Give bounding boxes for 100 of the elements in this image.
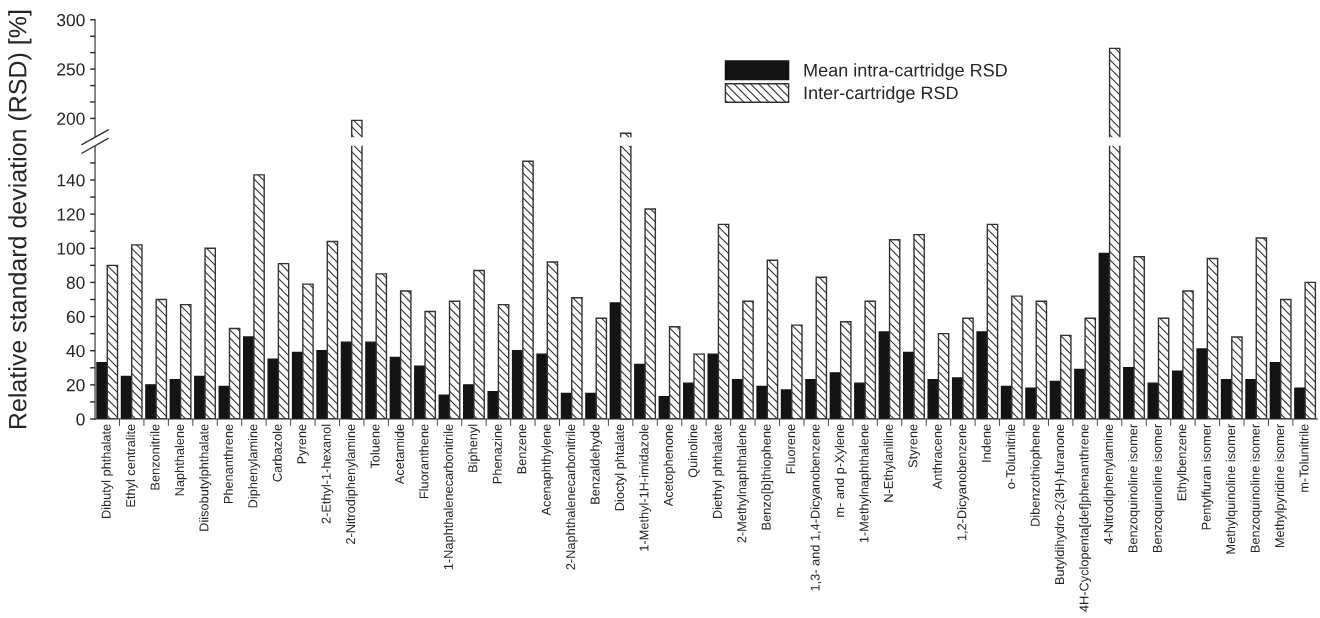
bar bbox=[1255, 237, 1268, 419]
bar bbox=[976, 331, 989, 419]
bar bbox=[668, 326, 681, 419]
bar bbox=[766, 259, 779, 419]
bar bbox=[805, 379, 817, 419]
bar bbox=[1304, 281, 1317, 419]
bar bbox=[1133, 256, 1145, 419]
x-tick-label: Butyldihydro-2(3H)-furanone bbox=[1054, 424, 1067, 585]
bar bbox=[204, 247, 217, 419]
x-tick-label: Dioctyl phtalate bbox=[614, 424, 627, 511]
x-tick-label: Acenaphthylene bbox=[541, 424, 554, 516]
bar bbox=[717, 223, 730, 419]
bar bbox=[473, 269, 485, 419]
y-tick-label: 40 bbox=[66, 344, 85, 358]
x-tick-label: Ethylbenzene bbox=[1176, 424, 1189, 501]
y-tick-label: 0 bbox=[76, 413, 85, 426]
bar bbox=[986, 223, 999, 419]
x-tick-label: Anthracene bbox=[932, 424, 942, 490]
x-tick-label: Dibutyl phthalate bbox=[101, 424, 114, 518]
x-tick-label: Acetamide bbox=[394, 424, 405, 485]
x-tick-label: 2-Methylnaphthalene bbox=[736, 424, 749, 543]
x-tick-label: 4-Nitrodiphenylamine bbox=[1103, 424, 1116, 545]
x-tick-label: Benzaldehyde bbox=[590, 424, 603, 504]
x-tick-label: Toluene bbox=[370, 424, 380, 469]
x-tick-label: m- and p-Xylene bbox=[834, 424, 847, 517]
bar bbox=[1084, 317, 1097, 419]
x-tick-label: Diisobutylphthalate bbox=[199, 424, 211, 531]
x-tick-label: Indene bbox=[981, 424, 991, 462]
bar bbox=[1182, 290, 1194, 419]
bar bbox=[253, 174, 265, 419]
y-tick-label: 100 bbox=[57, 242, 85, 255]
y-tick-label: 20 bbox=[66, 379, 85, 392]
bar bbox=[546, 261, 559, 419]
x-tick-label: Diphenylamine bbox=[247, 424, 260, 508]
x-tick-label: Pentylfuran isomer bbox=[1201, 424, 1214, 530]
x-tick-label: Methylquinoline isomer bbox=[1225, 424, 1238, 554]
bar bbox=[1206, 257, 1219, 419]
x-tick-label: Ethyl centralite bbox=[125, 424, 138, 507]
y-tick-label: 200 bbox=[57, 112, 85, 125]
x-tick-label: 1,2-Dicyanobenzene bbox=[956, 424, 969, 541]
y-tick-label: 120 bbox=[57, 208, 85, 221]
x-tick-label: Styrene bbox=[908, 424, 920, 468]
bar bbox=[316, 350, 328, 419]
bar bbox=[1147, 382, 1160, 419]
y-tick-label: 250 bbox=[57, 63, 85, 76]
x-tick-label: 2-Ethyl-1-hexanol bbox=[321, 424, 334, 524]
x-tick-label: 4H-Cyclopenta[def]phenanthrene bbox=[1079, 424, 1092, 612]
bar bbox=[497, 303, 510, 419]
bar bbox=[96, 361, 108, 419]
bar bbox=[487, 390, 500, 419]
bar bbox=[1035, 300, 1048, 419]
x-tick-label: 1-Methyl-1H-imidazole bbox=[639, 424, 652, 551]
x-tick-label: o-Tolunitrile bbox=[1005, 424, 1016, 489]
bar bbox=[1011, 295, 1023, 419]
x-tick-label: Quinoline bbox=[688, 424, 700, 478]
x-tick-label: Benzoquinoline isomer bbox=[1250, 424, 1263, 553]
x-tick-label: Naphthalene bbox=[174, 424, 187, 496]
x-tick-label: Benzo[b]thiophene bbox=[761, 424, 774, 530]
x-tick-label: Diethyl phthalate bbox=[712, 424, 725, 518]
bar bbox=[1157, 317, 1170, 419]
bar bbox=[399, 290, 412, 419]
bar bbox=[742, 300, 754, 419]
x-tick-label: Dibenzothiophene bbox=[1030, 424, 1043, 526]
x-tick-label: 2-Naphthalenecarbonitrile bbox=[565, 424, 578, 570]
bar bbox=[1025, 387, 1037, 419]
bar bbox=[375, 273, 388, 419]
bar bbox=[1245, 379, 1257, 419]
bar bbox=[228, 327, 241, 419]
x-tick-label: Acetophenone bbox=[663, 424, 676, 507]
bar bbox=[888, 239, 901, 419]
bar bbox=[1279, 298, 1292, 419]
bar bbox=[536, 353, 548, 419]
bar bbox=[302, 283, 314, 419]
bar bbox=[131, 244, 143, 419]
bar bbox=[267, 358, 280, 419]
x-tick-label: Phenazine bbox=[492, 424, 502, 484]
x-tick-label: Carbazole bbox=[272, 424, 282, 482]
x-tick-label: Pyrene bbox=[297, 424, 309, 464]
bar bbox=[106, 264, 119, 419]
bar bbox=[448, 300, 461, 419]
x-tick-label: Benzoquinoline isomer bbox=[1152, 424, 1165, 553]
x-tick-label: Benzonitrile bbox=[150, 424, 160, 490]
bar bbox=[1231, 336, 1243, 419]
y-axis-title: Relative standard deviation (RSD) [%] bbox=[8, 10, 32, 429]
bar bbox=[277, 262, 290, 419]
x-tick-label: 2-Nitrodiphenylamine bbox=[345, 424, 358, 544]
y-tick-label: 80 bbox=[66, 276, 85, 289]
x-tick-label: 1,3- and 1,4-Dicyanobenzene bbox=[810, 424, 823, 591]
bar bbox=[815, 276, 828, 419]
bar bbox=[571, 297, 583, 419]
bar bbox=[326, 240, 339, 419]
y-tick-label: 60 bbox=[66, 310, 85, 324]
bar bbox=[693, 353, 705, 419]
x-tick-label: Benzoquinoline isomer bbox=[1128, 424, 1140, 553]
x-tick-label: 1-Methylnaphthalene bbox=[859, 424, 872, 543]
x-tick-label: Fluoranthene bbox=[419, 424, 429, 499]
bar bbox=[791, 324, 803, 419]
bar bbox=[1059, 334, 1072, 419]
x-tick-label: Benzene bbox=[517, 424, 527, 474]
bar bbox=[962, 317, 974, 419]
